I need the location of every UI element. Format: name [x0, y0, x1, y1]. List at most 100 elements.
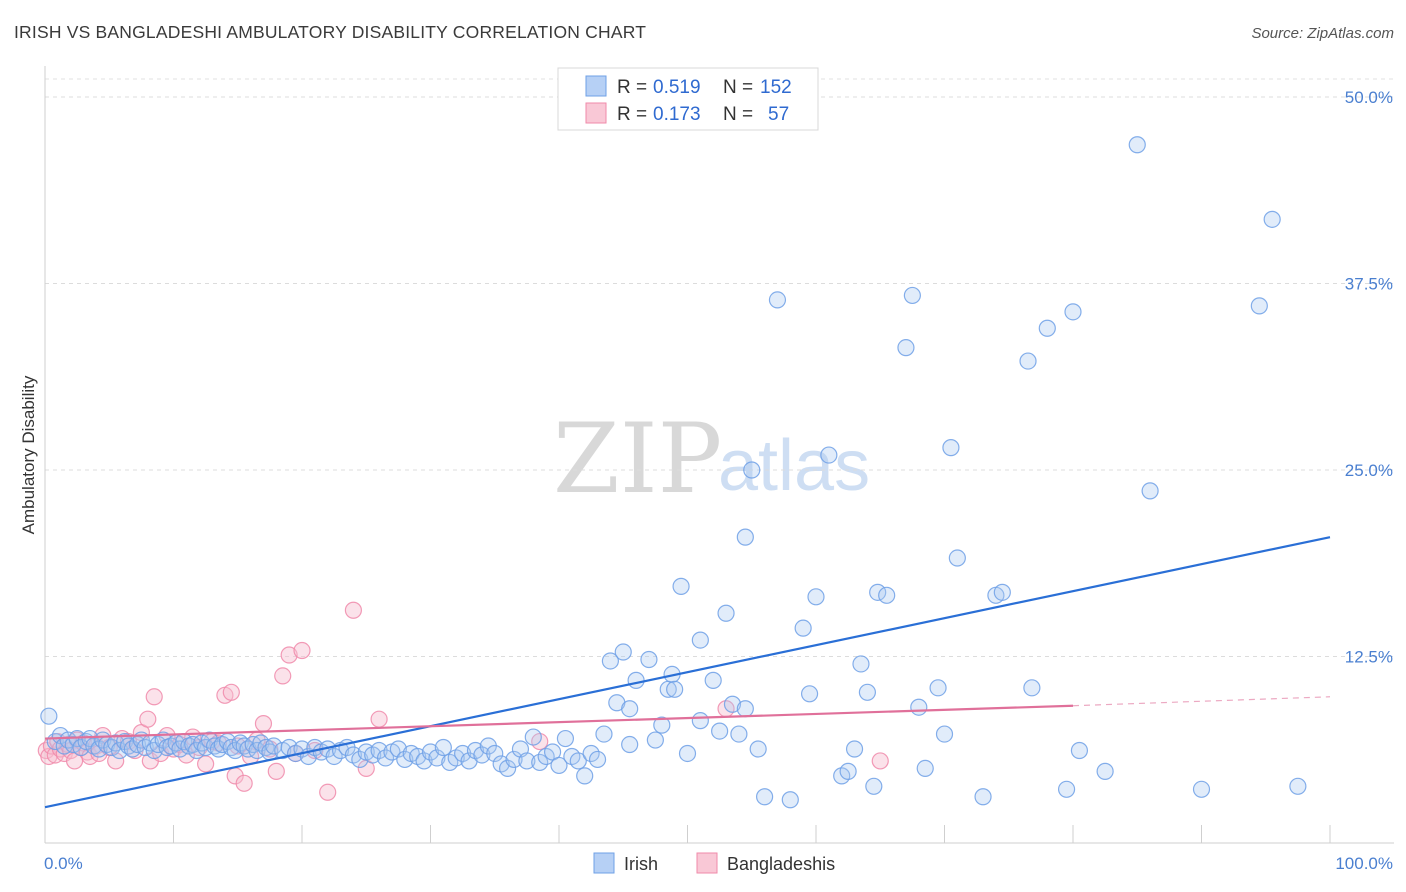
irish-point [396, 750, 414, 769]
bangladeshi-trendline [44, 704, 1074, 740]
irish-point [499, 759, 517, 778]
bangladeshi-point [370, 710, 388, 728]
irish-point [556, 729, 575, 748]
irish-point [1250, 297, 1268, 315]
bangladeshi-points [37, 601, 889, 801]
irish-point [948, 549, 966, 567]
bottom-legend-irish-swatch [593, 852, 615, 874]
bangladeshi-trendline-extension [1072, 696, 1331, 707]
irish-point [678, 744, 697, 763]
irish-point [505, 750, 523, 769]
x-tick-label-max: 100.0% [1335, 854, 1393, 873]
irish-point [614, 643, 632, 661]
irish-point [1289, 777, 1307, 795]
bangladeshi-point [280, 646, 298, 664]
irish-point [691, 712, 709, 730]
irish-point [1064, 303, 1082, 321]
irish-point [865, 777, 883, 795]
irish-point [524, 728, 542, 746]
irish-point [653, 716, 671, 734]
irish-point [325, 747, 343, 766]
irish-point [800, 685, 819, 703]
bangladeshi-point [139, 710, 157, 728]
legend-bangladeshi-r-value: 0.173 [653, 104, 701, 125]
irish-point [518, 752, 536, 770]
irish-point [717, 604, 735, 622]
bottom-legend-bangladeshi-label: Bangladeshis [727, 854, 835, 874]
watermark-zip: ZIP [553, 403, 722, 515]
legend-bangladeshi-n-value: 57 [768, 104, 789, 125]
legend-irish-n-value: 152 [760, 77, 792, 98]
bottom-legend-irish-label: Irish [624, 854, 658, 874]
irish-point [736, 528, 754, 546]
irish-point [942, 439, 960, 457]
gridlines [45, 78, 1394, 657]
irish-point [389, 740, 407, 758]
bangladeshi-point [107, 752, 125, 770]
irish-point [627, 671, 645, 689]
bangladeshi-point [319, 783, 337, 801]
irish-point [621, 700, 639, 718]
irish-point [672, 577, 690, 595]
bangladeshi-point [274, 667, 292, 685]
irish-point [723, 695, 742, 713]
irish-point [858, 683, 877, 701]
irish-point [531, 753, 549, 772]
irish-point [749, 740, 767, 758]
irish-point [1192, 780, 1211, 798]
bangladeshi-point [145, 688, 163, 706]
irish-point [711, 722, 729, 740]
irish-point [601, 652, 620, 670]
irish-point [807, 588, 825, 606]
watermark-atlas: atlas [718, 426, 870, 506]
irish-point [646, 731, 664, 749]
irish-point [755, 788, 774, 806]
y-tick-label: 37.5% [1345, 275, 1393, 294]
irish-point [473, 746, 491, 764]
irish-point [820, 446, 838, 464]
irish-point [595, 725, 613, 743]
irish-point [1057, 780, 1076, 798]
irish-trendline [44, 536, 1331, 809]
irish-point [576, 767, 594, 785]
irish-point [929, 679, 947, 697]
chart-title: IRISH VS BANGLADESHI AMBULATORY DISABILI… [14, 22, 646, 42]
irish-point [428, 749, 446, 767]
x-tick-labels: 0.0% 100.0% [44, 854, 1393, 873]
irish-point [569, 752, 587, 770]
irish-point [794, 619, 812, 637]
irish-point [974, 788, 992, 806]
irish-point [910, 698, 928, 716]
legend-bangladeshi-r-label: R = [617, 104, 647, 125]
irish-point [993, 583, 1011, 601]
trendlines [44, 536, 1331, 809]
y-tick-labels: 12.5% 25.0% 37.5% 50.0% [1345, 88, 1393, 667]
irish-point [1038, 319, 1056, 337]
watermark: ZIP atlas [553, 403, 870, 515]
irish-point [666, 680, 684, 698]
legend-irish-r-label: R = [617, 77, 647, 98]
irish-point [1141, 482, 1159, 500]
correlation-legend: R = 0.519 N = 152 R = 0.173 N = 57 [557, 67, 819, 131]
irish-point [845, 740, 864, 758]
bangladeshi-point [267, 762, 285, 780]
irish-points [40, 136, 1307, 809]
y-tick-label: 50.0% [1345, 88, 1393, 107]
irish-point [768, 291, 787, 309]
irish-point [736, 700, 754, 718]
legend-bangladeshi-n-label: N = [723, 104, 753, 125]
irish-point [730, 725, 748, 743]
x-tick-label-min: 0.0% [44, 854, 83, 873]
y-tick-label: 25.0% [1345, 461, 1393, 480]
irish-point [421, 743, 440, 761]
irish-point [434, 738, 452, 757]
irish-point [1070, 741, 1089, 760]
irish-point [691, 631, 709, 649]
irish-point [40, 707, 58, 725]
irish-point [897, 339, 915, 357]
irish-point [376, 749, 395, 767]
irish-point [935, 725, 954, 743]
irish-point [110, 741, 129, 760]
irish-point [1128, 136, 1146, 154]
